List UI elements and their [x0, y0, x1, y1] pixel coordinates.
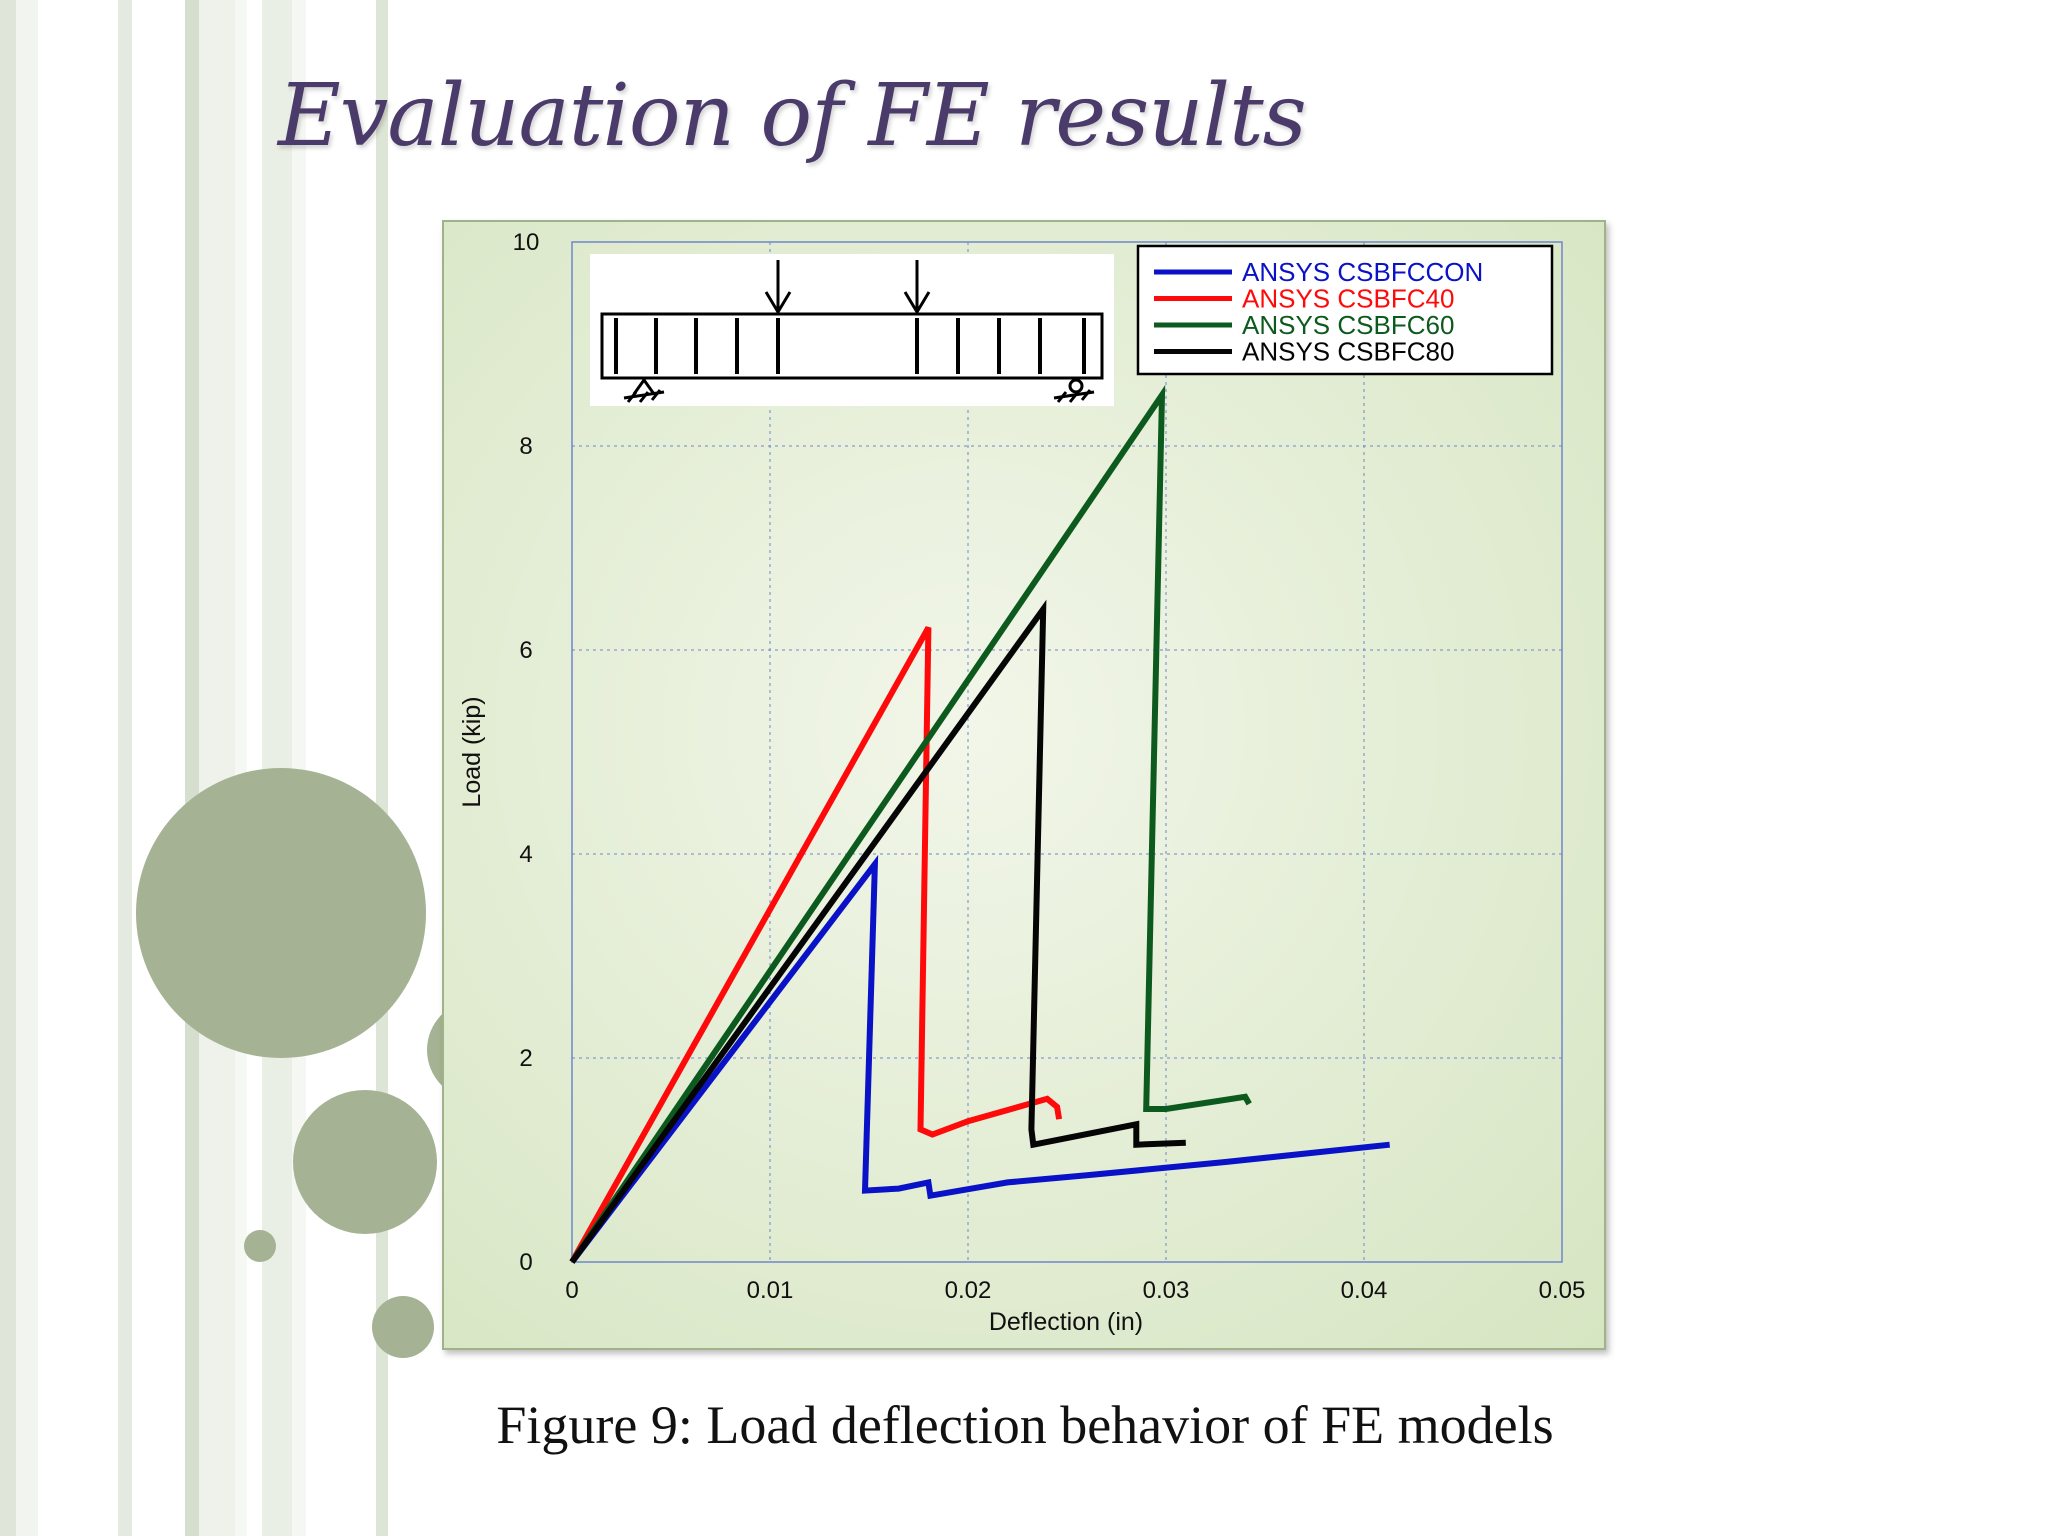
decor-stripe: [16, 0, 38, 1536]
legend-entry: ANSYS CSBFC60: [1242, 310, 1454, 340]
decor-stripe: [118, 0, 132, 1536]
x-tick-label: 0.03: [1143, 1277, 1190, 1304]
y-tick-label: 2: [519, 1045, 532, 1072]
chart-frame: 0 0.01 0.02 0.03 0.04 0.05 0 2 4 6 8 10: [442, 220, 1606, 1350]
x-tick-label: 0.05: [1539, 1277, 1586, 1304]
y-tick-label: 6: [519, 637, 532, 664]
series-line: [569, 599, 1186, 1264]
x-tick-label: 0.04: [1341, 1277, 1388, 1304]
decor-stripe: [235, 0, 247, 1536]
x-tick-label: 0.01: [747, 1277, 794, 1304]
load-arrow-icon: [764, 260, 792, 315]
plot-area: [571, 241, 1563, 1263]
x-tick-label: 0.02: [945, 1277, 992, 1304]
decor-circle: [372, 1296, 434, 1358]
decor-stripe: [199, 0, 235, 1536]
decor-circle: [136, 768, 426, 1058]
y-tick-label: 8: [519, 433, 532, 460]
y-axis-label: Load (kip): [458, 696, 486, 807]
series-line: [569, 626, 1063, 1264]
load-deflection-chart: 0 0.01 0.02 0.03 0.04 0.05 0 2 4 6 8 10: [458, 229, 1586, 1336]
slide-title: Evaluation of FE results: [278, 66, 1307, 166]
decor-stripe: [0, 0, 16, 1536]
figure-caption: Figure 9: Load deflection behavior of FE…: [496, 1395, 1554, 1455]
decor-circle: [293, 1090, 437, 1234]
x-axis-label: Deflection (in): [989, 1308, 1143, 1336]
pin-support-icon: [623, 377, 665, 403]
load-arrow-icon: [903, 260, 931, 315]
x-tick-label: 0: [565, 1277, 578, 1304]
legend-entry: ANSYS CSBFC80: [1242, 337, 1454, 367]
decor-stripe: [38, 0, 118, 1536]
roller-support-icon: [1053, 378, 1095, 403]
y-tick-label: 10: [513, 229, 540, 256]
legend-entry: ANSYS CSBFCCON: [1242, 257, 1483, 287]
series-line: [569, 854, 1391, 1264]
series-line: [569, 384, 1252, 1264]
decor-stripe: [185, 0, 199, 1536]
legend-entry: ANSYS CSBFC40: [1242, 284, 1454, 314]
y-tick-label: 0: [519, 1249, 532, 1276]
y-tick-label: 4: [519, 841, 532, 868]
beam-diagram-inset: [590, 254, 1114, 406]
decor-circle: [244, 1230, 276, 1262]
